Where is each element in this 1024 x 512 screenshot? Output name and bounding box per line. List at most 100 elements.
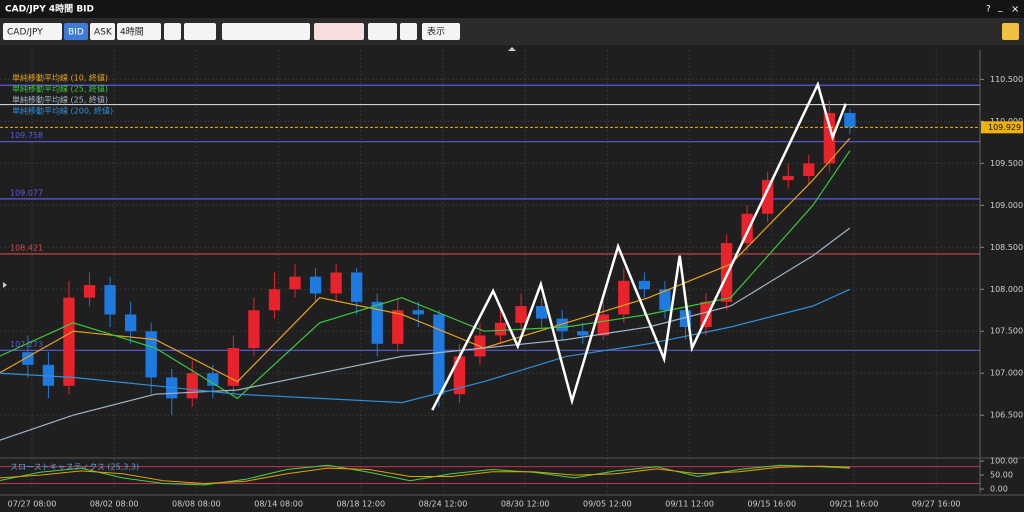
zoom-buttons[interactable]	[222, 23, 310, 40]
candle-body	[83, 285, 96, 298]
icon-button[interactable]	[164, 23, 181, 40]
y-tick-label: 0.00	[990, 485, 1008, 494]
candle-body	[392, 310, 404, 344]
candle-body	[371, 301, 383, 344]
timeframe-select[interactable]	[117, 23, 161, 40]
moving-average	[0, 288, 851, 404]
x-tick-label: 09/05 12:00	[583, 500, 632, 509]
candle-body	[104, 285, 116, 315]
pen-button[interactable]	[368, 23, 397, 40]
x-tick-label: 09/21 16:00	[830, 500, 879, 509]
display-button[interactable]	[422, 23, 460, 40]
level-label: 108.421	[10, 243, 43, 252]
chart-area	[0, 45, 1024, 512]
y-tick-label: 108.500	[990, 243, 1023, 252]
candle-body	[433, 314, 445, 395]
chart-type-button[interactable]	[184, 23, 216, 40]
last-price-box	[981, 121, 1023, 134]
candle-body	[803, 163, 815, 176]
close-button[interactable]: ×	[1011, 4, 1019, 15]
legend-entry: 単純移動平均線 (200, 終値)	[12, 106, 113, 116]
legend-entry: 単純移動平均線 (25, 終値)	[12, 95, 108, 105]
help-button[interactable]: ?	[986, 5, 991, 15]
window-button[interactable]	[400, 23, 417, 40]
plot: 07/27 08:00 08/02 08:00 08/08 08:00 08/14 0…	[0, 50, 1024, 509]
oscillator-line	[0, 465, 850, 485]
legend-entry: 単純移動平均線 (25, 終値)	[12, 84, 108, 94]
y-tick-label: 107.500	[990, 327, 1023, 336]
y-tick-label: 106.500	[990, 411, 1023, 420]
candle-body	[186, 373, 198, 399]
candle-body	[330, 272, 342, 294]
candle-body	[638, 280, 651, 290]
y-tick-label: 50.00	[990, 471, 1013, 480]
collapse-tab[interactable]	[508, 47, 516, 51]
oscillator-title: スローストキャスティクス (25,3,3)	[10, 463, 139, 472]
candle-body	[597, 314, 609, 336]
y-tick-label: 109.000	[990, 201, 1023, 210]
bid-button[interactable]	[64, 23, 88, 40]
candle-body	[494, 322, 507, 336]
candle-body	[248, 310, 260, 349]
legend-entry: 単純移動平均線 (10, 終値)	[12, 73, 108, 83]
candle-body	[227, 348, 240, 386]
last-price-label: 109.929	[988, 123, 1021, 132]
moving-average	[0, 150, 851, 400]
candle-body	[618, 280, 630, 315]
candle-body	[63, 297, 75, 386]
moving-average	[0, 137, 851, 383]
x-tick-label: 08/24 12:00	[419, 500, 468, 509]
candle-body	[659, 289, 671, 311]
x-tick-label: 08/08 08:00	[172, 500, 221, 509]
candle-body	[124, 314, 137, 332]
candle-body	[823, 112, 835, 164]
candle-body	[515, 306, 527, 323]
x-tick-label: 08/14 08:00	[254, 500, 303, 509]
candle-body	[577, 331, 589, 336]
candle-body	[42, 364, 55, 386]
candle-body	[700, 301, 712, 328]
candle-body	[22, 352, 34, 365]
candle-body	[289, 276, 301, 290]
x-tick-label: 08/30 12:00	[501, 500, 550, 509]
candle-body	[268, 289, 281, 311]
settings-button[interactable]	[1002, 23, 1019, 40]
level-label: 109.758	[10, 131, 43, 140]
y-tick-label: 109.500	[990, 159, 1023, 168]
candle-body	[741, 213, 753, 244]
ask-button[interactable]	[90, 23, 115, 40]
candle-body	[309, 276, 322, 294]
y-tick-label: 108.000	[990, 285, 1023, 294]
candle-body	[145, 331, 157, 378]
bid-text: BID	[68, 28, 84, 38]
y-tick-label: 100.00	[990, 457, 1018, 466]
candle-body	[207, 373, 219, 386]
moving-average	[0, 227, 851, 441]
display-text: 表示	[427, 26, 445, 38]
y-tick-label: 107.000	[990, 369, 1023, 378]
symbol-text: CAD/JPY	[7, 28, 43, 38]
candle-body	[679, 310, 692, 328]
y-tick-label: 110.500	[990, 75, 1023, 84]
candle-body	[535, 306, 548, 319]
candle-body	[844, 112, 856, 128]
draw-buttons[interactable]	[314, 23, 364, 40]
timeframe-text: 4時間	[120, 27, 144, 38]
candle-body	[453, 356, 466, 395]
symbol-select[interactable]	[3, 23, 62, 40]
candle-body	[782, 175, 794, 181]
candle-body	[556, 318, 568, 332]
title-bar	[0, 0, 1024, 18]
x-tick-label: 07/27 08:00	[8, 500, 57, 509]
minimize-button[interactable]: _	[997, 3, 1003, 13]
ask-text: ASK	[94, 28, 113, 38]
candle-body	[762, 180, 774, 214]
window-title: CAD/JPY 4時間 BID	[5, 3, 94, 15]
x-tick-label: 09/27 16:00	[912, 500, 961, 509]
side-tab[interactable]	[3, 282, 7, 288]
x-tick-label: 09/11 12:00	[665, 500, 714, 509]
zigzag-annotation	[431, 80, 847, 411]
candle-body	[412, 310, 424, 315]
